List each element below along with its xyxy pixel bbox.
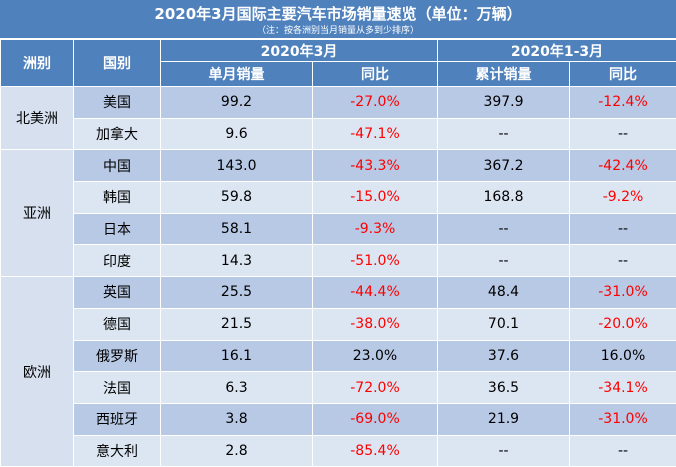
period-month-header: 2020年3月 [161, 40, 438, 62]
page-title: 2020年3月国际主要汽车市场销量速览（单位：万辆） [0, 0, 676, 25]
monthly-sales-header: 单月销量 [161, 62, 313, 87]
yoy-month-cell: -51.0% [313, 245, 438, 277]
country-cell: 俄罗斯 [74, 340, 161, 372]
cumulative-sales-cell: -- [438, 435, 570, 467]
cumulative-sales-cell: 36.5 [438, 372, 570, 404]
cumulative-sales-cell: 37.6 [438, 340, 570, 372]
cumulative-sales-cell: 367.2 [438, 150, 570, 182]
monthly-sales-cell: 59.8 [161, 182, 313, 214]
cumulative-sales-cell: 397.9 [438, 87, 570, 119]
yoy-ytd-cell: -31.0% [570, 403, 676, 435]
yoy-month-cell: -44.4% [313, 277, 438, 309]
yoy-month-cell: -69.0% [313, 403, 438, 435]
monthly-sales-cell: 14.3 [161, 245, 313, 277]
region-column-header: 洲别 [1, 40, 74, 87]
cumulative-sales-cell: -- [438, 213, 570, 245]
country-cell: 中国 [74, 150, 161, 182]
monthly-sales-cell: 143.0 [161, 150, 313, 182]
country-cell: 日本 [74, 213, 161, 245]
yoy-ytd-cell: -- [570, 213, 676, 245]
country-cell: 英国 [74, 277, 161, 309]
country-cell: 韩国 [74, 182, 161, 214]
cumulative-sales-cell: -- [438, 245, 570, 277]
country-cell: 西班牙 [74, 403, 161, 435]
monthly-sales-cell: 9.6 [161, 118, 313, 150]
yoy-ytd-cell: -- [570, 118, 676, 150]
country-column-header: 国别 [74, 40, 161, 87]
yoy-month-cell: -47.1% [313, 118, 438, 150]
title-bar: 2020年3月国际主要汽车市场销量速览（单位：万辆） （注：按各洲别当月销量从多… [0, 0, 676, 39]
sales-table: 洲别 国别 2020年3月 2020年1-3月 单月销量 同比 累计销量 同比 … [0, 39, 676, 467]
yoy-ytd-cell: -20.0% [570, 308, 676, 340]
yoy-month-cell: 23.0% [313, 340, 438, 372]
yoy-month-cell: -27.0% [313, 87, 438, 119]
monthly-sales-cell: 99.2 [161, 87, 313, 119]
country-cell: 美国 [74, 87, 161, 119]
country-cell: 意大利 [74, 435, 161, 467]
yoy-ytd-cell: -- [570, 245, 676, 277]
header-row-periods: 洲别 国别 2020年3月 2020年1-3月 [1, 40, 676, 62]
yoy-ytd-cell: -34.1% [570, 372, 676, 404]
country-cell: 加拿大 [74, 118, 161, 150]
country-cell: 印度 [74, 245, 161, 277]
yoy-ytd-cell: -- [570, 435, 676, 467]
monthly-sales-cell: 3.8 [161, 403, 313, 435]
yoy-ytd-cell: -9.2% [570, 182, 676, 214]
region-cell: 亚洲 [1, 150, 74, 277]
yoy-ytd-cell: -12.4% [570, 87, 676, 119]
cumulative-sales-cell: -- [438, 118, 570, 150]
yoy-month-cell: -15.0% [313, 182, 438, 214]
cumulative-sales-cell: 48.4 [438, 277, 570, 309]
page-subtitle: （注：按各洲别当月销量从多到少排序） [0, 25, 676, 37]
monthly-sales-cell: 16.1 [161, 340, 313, 372]
monthly-sales-cell: 58.1 [161, 213, 313, 245]
yoy-ytd-cell: -42.4% [570, 150, 676, 182]
region-cell: 北美洲 [1, 87, 74, 150]
yoy-month-cell: -43.3% [313, 150, 438, 182]
cumulative-sales-cell: 70.1 [438, 308, 570, 340]
yoy-month-cell: -38.0% [313, 308, 438, 340]
monthly-sales-cell: 21.5 [161, 308, 313, 340]
yoy-ytd-cell: 16.0% [570, 340, 676, 372]
yoy-month-cell: -85.4% [313, 435, 438, 467]
yoy-month-cell: -72.0% [313, 372, 438, 404]
yoy-ytd-cell: -31.0% [570, 277, 676, 309]
period-ytd-header: 2020年1-3月 [438, 40, 676, 62]
monthly-sales-cell: 6.3 [161, 372, 313, 404]
yoy-ytd-header: 同比 [570, 62, 676, 87]
yoy-month-cell: -9.3% [313, 213, 438, 245]
country-cell: 法国 [74, 372, 161, 404]
yoy-month-header: 同比 [313, 62, 438, 87]
monthly-sales-cell: 2.8 [161, 435, 313, 467]
cumulative-sales-header: 累计销量 [438, 62, 570, 87]
country-cell: 德国 [74, 308, 161, 340]
cumulative-sales-cell: 21.9 [438, 403, 570, 435]
monthly-sales-cell: 25.5 [161, 277, 313, 309]
region-cell: 欧洲 [1, 277, 74, 467]
cumulative-sales-cell: 168.8 [438, 182, 570, 214]
